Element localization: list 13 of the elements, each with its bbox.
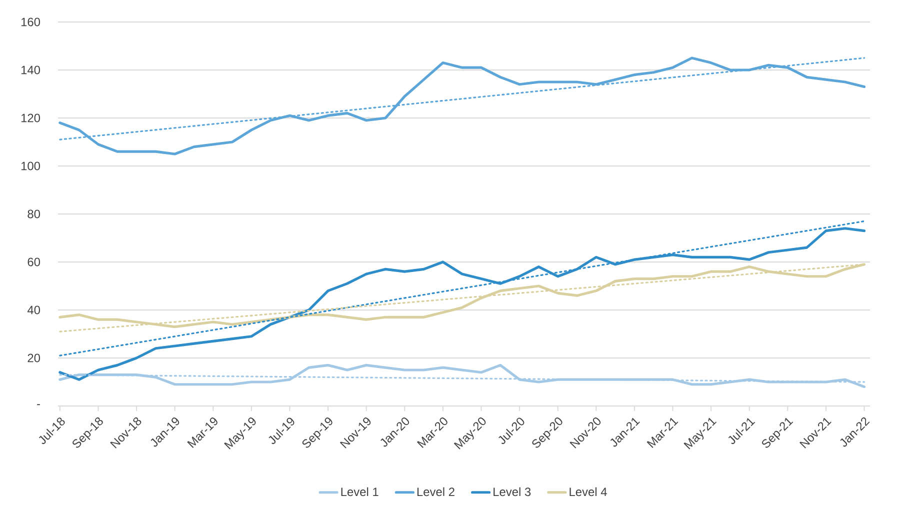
y-tick-label: 60 xyxy=(28,258,40,266)
legend-label: Level 3 xyxy=(494,487,531,496)
legend-label: Level 1 xyxy=(341,487,378,496)
legend-label: Level 4 xyxy=(570,487,607,496)
y-tick-label: 100 xyxy=(21,162,40,170)
y-tick-label: - xyxy=(37,404,40,406)
y-tick-label: 160 xyxy=(21,18,40,26)
legend-label: Level 2 xyxy=(417,487,454,496)
y-tick-label: 20 xyxy=(28,354,40,362)
y-tick-label: 80 xyxy=(28,210,40,218)
y-tick-label: 40 xyxy=(27,306,40,314)
y-tick-label: 120 xyxy=(21,114,40,122)
y-tick-label: 140 xyxy=(21,66,40,74)
